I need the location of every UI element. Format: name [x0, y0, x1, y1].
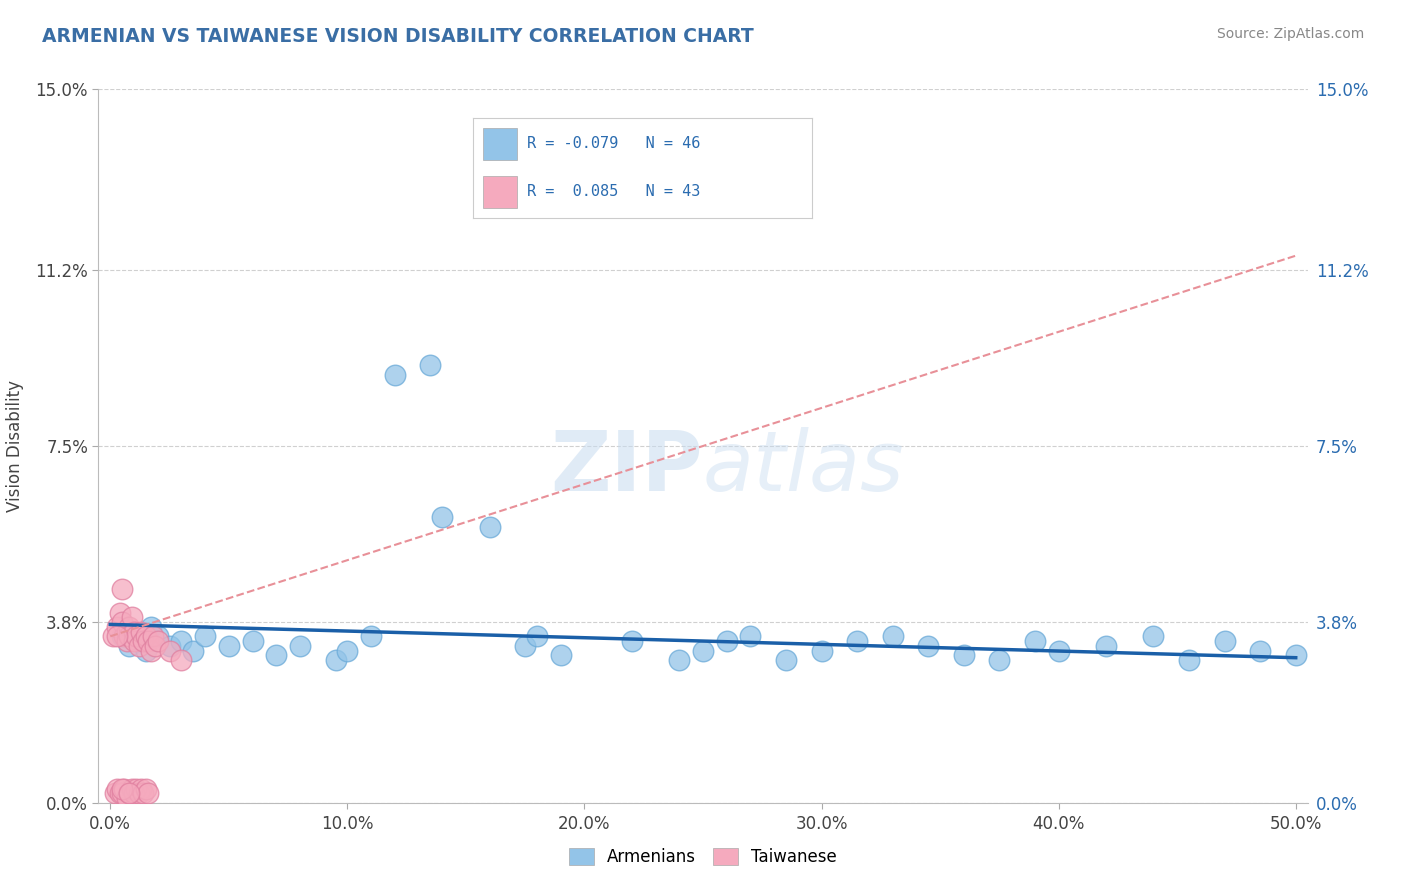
Point — [121, 610, 143, 624]
Point — [288, 639, 311, 653]
Point — [101, 629, 124, 643]
Point — [118, 620, 141, 634]
Point — [104, 786, 127, 800]
Point — [952, 648, 974, 663]
Point — [846, 634, 869, 648]
Point — [139, 620, 162, 634]
Point — [526, 629, 548, 643]
Point — [143, 639, 166, 653]
Point — [194, 629, 217, 643]
Point — [1047, 643, 1070, 657]
Point — [128, 786, 150, 800]
Point — [692, 643, 714, 657]
Point — [740, 629, 762, 643]
Point — [118, 786, 141, 800]
Point — [135, 629, 157, 643]
Point — [336, 643, 359, 657]
Point — [128, 634, 150, 648]
Point — [550, 648, 572, 663]
Point — [111, 629, 134, 643]
Point — [132, 786, 155, 800]
Point — [118, 639, 141, 653]
Point — [136, 786, 159, 800]
Point — [115, 634, 138, 648]
Point — [132, 634, 155, 648]
Point — [146, 629, 169, 643]
Point — [105, 781, 128, 796]
Point — [242, 634, 264, 648]
Point — [170, 653, 193, 667]
Point — [128, 639, 150, 653]
Point — [478, 520, 501, 534]
Point — [1142, 629, 1164, 643]
Point — [118, 786, 141, 800]
Point — [125, 781, 148, 796]
Point — [115, 624, 138, 639]
Point — [108, 606, 131, 620]
Point — [111, 781, 134, 796]
Point — [146, 634, 169, 648]
Point — [1095, 639, 1118, 653]
Point — [111, 582, 134, 596]
Point — [218, 639, 240, 653]
Point — [135, 781, 157, 796]
Point — [142, 629, 165, 643]
Y-axis label: Vision Disability: Vision Disability — [6, 380, 24, 512]
Point — [1178, 653, 1201, 667]
Point — [988, 653, 1011, 667]
Point — [1285, 648, 1308, 663]
Point — [114, 629, 136, 643]
Point — [170, 634, 193, 648]
Point — [419, 358, 441, 372]
Point — [384, 368, 406, 382]
Text: atlas: atlas — [703, 427, 904, 508]
Point — [432, 510, 454, 524]
Point — [668, 653, 690, 667]
Point — [159, 643, 181, 657]
Point — [105, 629, 128, 643]
Point — [122, 624, 145, 639]
Point — [810, 643, 832, 657]
Point — [108, 786, 131, 800]
Point — [111, 786, 134, 800]
Point — [264, 648, 287, 663]
Point — [917, 639, 939, 653]
Point — [1024, 634, 1046, 648]
Point — [136, 634, 159, 648]
Point — [135, 643, 157, 657]
Point — [716, 634, 738, 648]
Point — [122, 634, 145, 648]
Text: ARMENIAN VS TAIWANESE VISION DISABILITY CORRELATION CHART: ARMENIAN VS TAIWANESE VISION DISABILITY … — [42, 27, 754, 45]
Point — [129, 624, 152, 639]
Point — [159, 639, 181, 653]
Point — [111, 615, 134, 629]
Point — [118, 629, 141, 643]
Point — [122, 624, 145, 639]
Text: ZIP: ZIP — [551, 427, 703, 508]
Point — [114, 781, 136, 796]
Point — [325, 653, 347, 667]
Point — [360, 629, 382, 643]
Point — [1213, 634, 1236, 648]
Point — [775, 653, 797, 667]
Legend: Armenians, Taiwanese: Armenians, Taiwanese — [562, 841, 844, 873]
Point — [181, 643, 204, 657]
Point — [1249, 643, 1271, 657]
Point — [620, 634, 643, 648]
Point — [105, 620, 128, 634]
Point — [585, 186, 607, 201]
Point — [515, 639, 537, 653]
Text: Source: ZipAtlas.com: Source: ZipAtlas.com — [1216, 27, 1364, 41]
Point — [125, 629, 148, 643]
Point — [129, 781, 152, 796]
Point — [115, 791, 138, 805]
Point — [121, 781, 143, 796]
Point — [122, 786, 145, 800]
Point — [139, 643, 162, 657]
Point — [882, 629, 904, 643]
